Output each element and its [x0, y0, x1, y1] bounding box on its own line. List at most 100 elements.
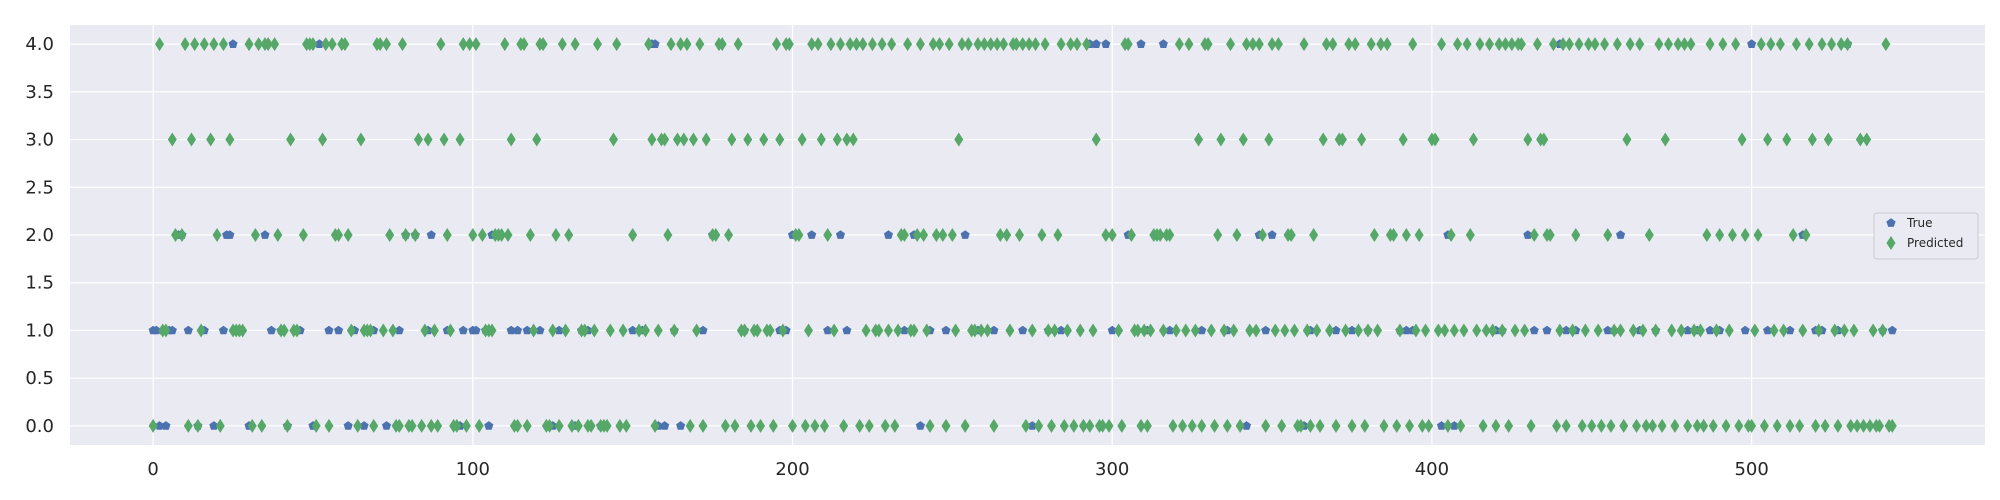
true-point: [807, 230, 817, 239]
predicted-point: [1312, 323, 1322, 338]
predicted-point: [567, 418, 577, 433]
predicted-point: [1085, 418, 1095, 433]
true-point: [359, 421, 369, 430]
predicted-point: [1529, 228, 1539, 242]
predicted-point: [212, 228, 222, 242]
predicted-point: [218, 37, 228, 52]
predicted-point: [1245, 323, 1255, 338]
predicted-point: [455, 132, 465, 147]
predicted-point: [1360, 418, 1370, 433]
predicted-point: [1820, 418, 1830, 433]
predicted-point: [743, 132, 753, 147]
predicted-point: [685, 418, 695, 433]
predicted-point: [1782, 132, 1792, 147]
true-point: [1027, 421, 1037, 430]
predicted-point: [1171, 323, 1181, 338]
predicted-point: [1369, 228, 1379, 242]
predicted-point: [986, 37, 996, 52]
predicted-point: [826, 37, 836, 52]
predicted-point: [829, 323, 839, 338]
predicted-point: [346, 323, 356, 338]
predicted-point: [1734, 418, 1744, 433]
predicted-point: [1651, 323, 1661, 338]
predicted-point: [1002, 228, 1012, 242]
true-point: [1740, 325, 1750, 335]
predicted-point: [442, 228, 452, 242]
true-point: [471, 325, 481, 335]
predicted-point: [1552, 418, 1562, 433]
y-tick-label: 3.0: [25, 130, 54, 151]
predicted-point: [666, 37, 676, 52]
predicted-point: [1075, 323, 1085, 338]
legend-marker-true: [1886, 218, 1896, 227]
y-tick-label: 2.5: [25, 177, 54, 198]
predicted-point: [1280, 323, 1290, 338]
true-point: [314, 39, 324, 48]
predicted-point: [385, 228, 395, 242]
predicted-point: [935, 37, 945, 52]
predicted-point: [532, 132, 542, 147]
predicted-point: [919, 228, 929, 242]
predicted-point: [893, 323, 903, 338]
true-point: [899, 325, 909, 335]
predicted-point: [1382, 37, 1392, 52]
predicted-point: [1043, 323, 1053, 338]
predicted-point: [1226, 37, 1236, 52]
predicted-point: [1689, 323, 1699, 338]
predicted-point: [1849, 323, 1859, 338]
predicted-point: [1616, 323, 1626, 338]
true-point: [161, 421, 171, 430]
predicted-point: [1657, 418, 1667, 433]
predicted-point: [1395, 323, 1405, 338]
predicted-point: [551, 228, 561, 242]
predicted-point: [1587, 418, 1597, 433]
predicted-point: [1078, 418, 1088, 433]
predicted-point: [193, 418, 203, 433]
true-point: [1561, 325, 1571, 335]
predicted-point: [922, 323, 932, 338]
x-tick-label: 0: [147, 459, 158, 480]
true-point: [1197, 325, 1207, 335]
predicted-point: [327, 37, 337, 52]
predicted-point: [1082, 37, 1092, 52]
predicted-point: [436, 37, 446, 52]
predicted-point: [944, 37, 954, 52]
predicted-point: [209, 37, 219, 52]
true-point: [1107, 325, 1117, 335]
predicted-point: [1791, 37, 1801, 52]
predicted-point: [1580, 323, 1590, 338]
predicted-point: [1648, 418, 1658, 433]
predicted-point: [1392, 418, 1402, 433]
predicted-point: [1433, 323, 1443, 338]
predicted-point: [768, 418, 778, 433]
predicted-point: [947, 228, 957, 242]
predicted-point: [298, 228, 308, 242]
predicted-point: [740, 323, 750, 338]
predicted-point: [474, 418, 484, 433]
predicted-point: [1881, 37, 1891, 52]
predicted-point: [1600, 37, 1610, 52]
predicted-point: [433, 418, 443, 433]
predicted-point: [1619, 418, 1629, 433]
true-point: [266, 325, 276, 335]
predicted-point: [1855, 132, 1865, 147]
predicted-point: [1571, 228, 1581, 242]
predicted-point: [513, 418, 523, 433]
predicted-point: [1286, 228, 1296, 242]
predicted-point: [1257, 228, 1267, 242]
predicted-point: [538, 37, 548, 52]
predicted-point: [1241, 37, 1251, 52]
predicted-point: [1024, 37, 1034, 52]
predicted-point: [887, 37, 897, 52]
true-point: [960, 230, 970, 239]
predicted-point: [465, 37, 475, 52]
predicted-point: [1213, 228, 1223, 242]
predicted-point: [1235, 418, 1245, 433]
predicted-point: [529, 323, 539, 338]
predicted-point: [279, 323, 289, 338]
predicted-point: [1337, 132, 1347, 147]
predicted-point: [1795, 418, 1805, 433]
predicted-point: [1481, 323, 1491, 338]
true-point: [1018, 325, 1028, 335]
